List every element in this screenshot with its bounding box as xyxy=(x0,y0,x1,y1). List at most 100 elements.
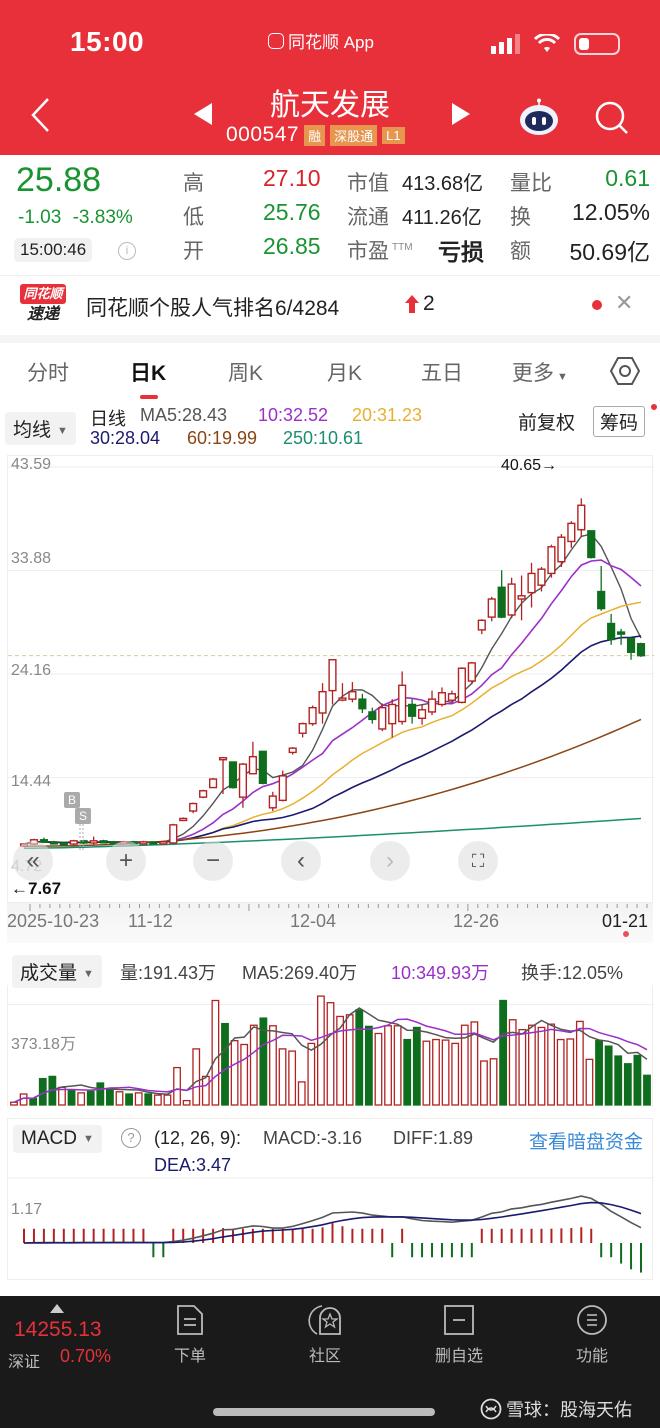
nav-community[interactable]: 社区 xyxy=(280,1304,370,1366)
index-name: 深证 xyxy=(8,1354,41,1371)
home-indicator[interactable] xyxy=(213,1408,435,1416)
date-tick-2: 12-04 xyxy=(290,911,337,931)
macd-selector[interactable]: MACD ▼ xyxy=(13,1125,102,1153)
volume-selector[interactable]: 成交量 ▼ xyxy=(12,955,102,988)
mktcap-label: 市值 xyxy=(347,172,389,195)
up-arrow-icon xyxy=(405,295,419,313)
ma10-value: 10:32.52 xyxy=(258,405,329,425)
nav-functions[interactable]: 功能 xyxy=(547,1304,637,1366)
header: 15:00 同花顺 App 航天发展 000547 融 深股通 L1 xyxy=(0,0,660,155)
tab-intraday[interactable]: 分时 xyxy=(27,362,69,385)
ma5-value: MA5:28.43 xyxy=(140,405,228,425)
date-ticks xyxy=(29,904,648,911)
fullscreen-button[interactable]: ⛶ xyxy=(458,841,498,881)
settings-hexagon-icon[interactable] xyxy=(609,355,641,387)
battery-icon xyxy=(574,33,620,55)
volume-chart[interactable]: 373.18万 xyxy=(7,985,654,1107)
notification-dot-icon xyxy=(651,404,657,410)
nav-place-order[interactable]: 下单 xyxy=(145,1304,235,1366)
macd-canvas xyxy=(8,1177,654,1273)
prev-stock-button[interactable] xyxy=(194,103,212,125)
amount-value: 50.69亿 xyxy=(569,239,650,265)
stock-code-row: 000547 融 深股通 L1 xyxy=(226,123,405,147)
ths-express-logo: 同花顺 速递 xyxy=(20,284,66,328)
current-date-dot-icon xyxy=(623,931,629,937)
float-value: 411.26亿 xyxy=(402,207,482,229)
tab-monthly-k[interactable]: 月K xyxy=(327,362,363,385)
scroll-left-fast-button[interactable]: « xyxy=(13,841,53,881)
menu-circle-icon xyxy=(577,1305,607,1335)
volume-ma10: 10:349.93万 xyxy=(391,963,490,983)
search-icon[interactable] xyxy=(594,100,630,136)
close-news-button[interactable]: ✕ xyxy=(615,290,634,315)
candlestick-chart[interactable]: 43.59 33.88 24.16 14.44 4.72 40.65→ ←7.6… xyxy=(7,455,654,904)
buy-marker[interactable]: B xyxy=(64,792,80,808)
ai-assistant-robot-icon[interactable] xyxy=(518,98,560,136)
dark-pool-link[interactable]: 查看暗盘资金 xyxy=(529,1132,644,1153)
ma30-value: 30:28.04 xyxy=(90,428,161,448)
xueqiu-logo-icon xyxy=(480,1398,502,1420)
mktcap-value: 413.68亿 xyxy=(402,173,484,195)
volume-value: 量:191.43万 xyxy=(120,963,217,983)
next-stock-button[interactable] xyxy=(452,103,470,125)
app-logo-icon xyxy=(268,32,284,49)
back-button[interactable] xyxy=(28,96,52,134)
popularity-news-bar[interactable]: 同花顺 速递 同花顺个股人气排名6/4284 2 ✕ xyxy=(0,275,660,335)
tag-sz-connect: 深股通 xyxy=(330,124,378,146)
min-price-annotation: ←7.67 xyxy=(11,879,62,898)
sell-marker[interactable]: S xyxy=(75,808,91,824)
date-start: 2025-10-23 xyxy=(7,911,100,931)
tag-l1: L1 xyxy=(382,126,405,144)
stock-code: 000547 xyxy=(226,123,300,146)
price-change: -1.03 -3.83% xyxy=(18,207,133,228)
tab-daily-k[interactable]: 日K xyxy=(130,362,167,385)
status-icons xyxy=(491,33,620,55)
document-icon xyxy=(177,1305,203,1335)
dea-value: DEA:3.47 xyxy=(154,1155,232,1175)
nav-remove-watchlist[interactable]: 删自选 xyxy=(414,1304,504,1366)
adjust-mode[interactable]: 前复权 xyxy=(518,413,576,434)
info-icon[interactable]: i xyxy=(118,242,136,260)
index-value[interactable]: 14255.13 xyxy=(14,1318,102,1341)
candlestick-canvas[interactable] xyxy=(8,456,654,904)
ma20-value: 20:31.23 xyxy=(352,405,423,425)
y-tick-3: 24.16 xyxy=(11,662,52,679)
index-up-triangle-icon xyxy=(50,1304,64,1313)
tab-weekly-k[interactable]: 周K xyxy=(228,362,264,385)
watermark: 雪球：股海天佑 xyxy=(480,1396,632,1422)
date-tick-3: 12-26 xyxy=(453,911,500,931)
zoom-out-button[interactable]: − xyxy=(193,841,233,881)
macd-chart[interactable]: MACD ▼ ? (12, 26, 9): MACD:-3.16 DIFF:1.8… xyxy=(7,1118,654,1280)
indicator-selector[interactable]: 均线 ▼ xyxy=(5,412,76,445)
remove-square-icon xyxy=(444,1305,474,1335)
zoom-in-button[interactable]: + xyxy=(106,841,146,881)
turnover-label: 换 xyxy=(510,206,531,229)
open-label: 开 xyxy=(183,240,204,263)
date-tick-1: 11-12 xyxy=(128,911,173,931)
quote-panel: 25.88 -1.03 -3.83% 15:00:46 i 高 27.10 低 … xyxy=(0,155,660,270)
y-tick-4: 14.44 xyxy=(11,773,52,790)
tab-more[interactable]: 更多 ▼ xyxy=(512,362,568,385)
macd-params: (12, 26, 9): xyxy=(154,1128,242,1148)
open-value: 26.85 xyxy=(263,233,321,259)
ma-legend-bar: 均线 ▼ 日线 MA5:28.43 10:32.52 20:31.23 30:28… xyxy=(0,403,660,453)
divider xyxy=(0,335,660,343)
volume-turnover: 换手:12.05% xyxy=(521,963,624,983)
scroll-right-button[interactable]: › xyxy=(370,841,410,881)
y-tick-max: 43.59 xyxy=(11,456,52,473)
chips-button[interactable]: 筹码 xyxy=(593,406,646,437)
news-text[interactable]: 同花顺个股人气排名6/4284 xyxy=(86,297,340,320)
help-icon[interactable]: ? xyxy=(121,1128,141,1148)
status-app-label: 同花顺 App xyxy=(268,28,374,53)
stock-name: 航天发展 xyxy=(270,89,390,122)
volratio-value: 0.61 xyxy=(605,165,650,191)
tab-five-day[interactable]: 五日 xyxy=(421,362,463,385)
community-star-icon xyxy=(308,1305,341,1335)
macd-y-tick: 1.17 xyxy=(11,1201,43,1218)
scroll-left-button[interactable]: ‹ xyxy=(281,841,321,881)
date-axis: 2025-10-23 11-12 12-04 12-26 01-21 xyxy=(7,903,653,943)
volume-y-tick: 373.18万 xyxy=(11,1036,76,1053)
quote-time: 15:00:46 xyxy=(14,238,93,262)
last-price: 25.88 xyxy=(16,161,102,199)
high-value: 27.10 xyxy=(263,165,321,191)
